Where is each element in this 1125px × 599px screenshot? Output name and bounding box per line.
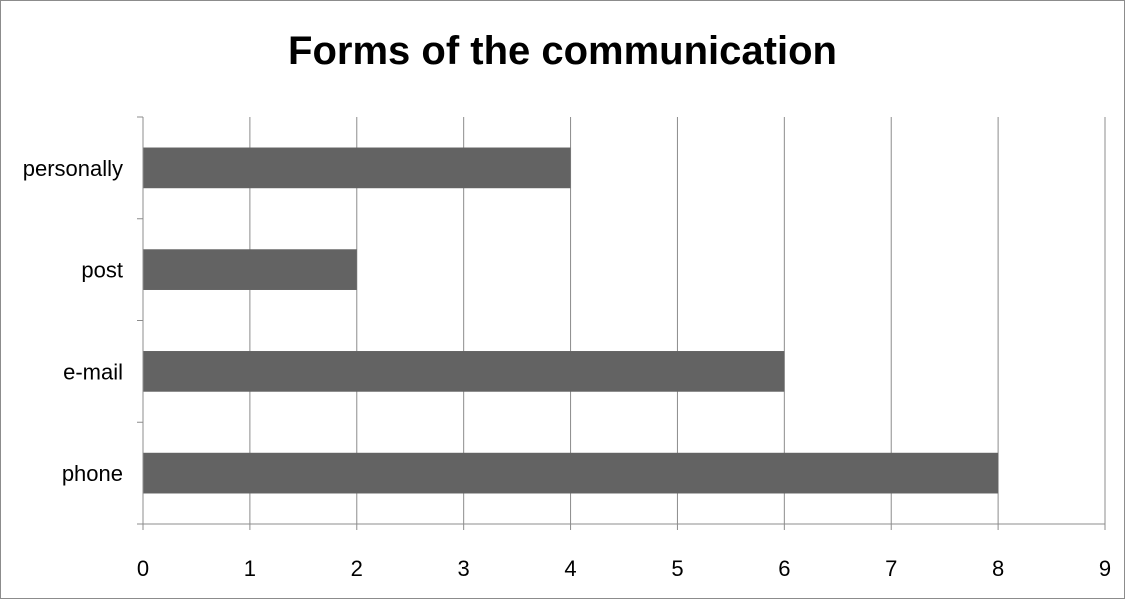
y-category-label: personally [23, 156, 123, 181]
x-tick-label: 1 [244, 556, 256, 581]
x-tick-label: 9 [1099, 556, 1111, 581]
bar-personally [143, 147, 571, 189]
x-tick-label: 7 [885, 556, 897, 581]
bar-phone [143, 452, 999, 494]
x-tick-label: 2 [351, 556, 363, 581]
labels: 0 1 2 3 4 5 6 7 8 9 phone e-mail post personally [23, 156, 1111, 581]
x-tick-label: 3 [458, 556, 470, 581]
y-category-label: post [81, 258, 123, 283]
bar-e-mail [143, 351, 785, 392]
x-tick-label: 6 [778, 556, 790, 581]
chart-title: Forms of the communication [288, 29, 837, 73]
x-tick-label: 5 [671, 556, 683, 581]
y-category-label: phone [62, 461, 123, 486]
y-category-label: e-mail [63, 359, 123, 384]
bars [143, 147, 999, 494]
x-tick-label: 4 [564, 556, 576, 581]
bar-post [143, 249, 357, 290]
x-tick-label: 0 [137, 556, 149, 581]
axes [137, 116, 1106, 530]
x-tick-label: 8 [992, 556, 1004, 581]
